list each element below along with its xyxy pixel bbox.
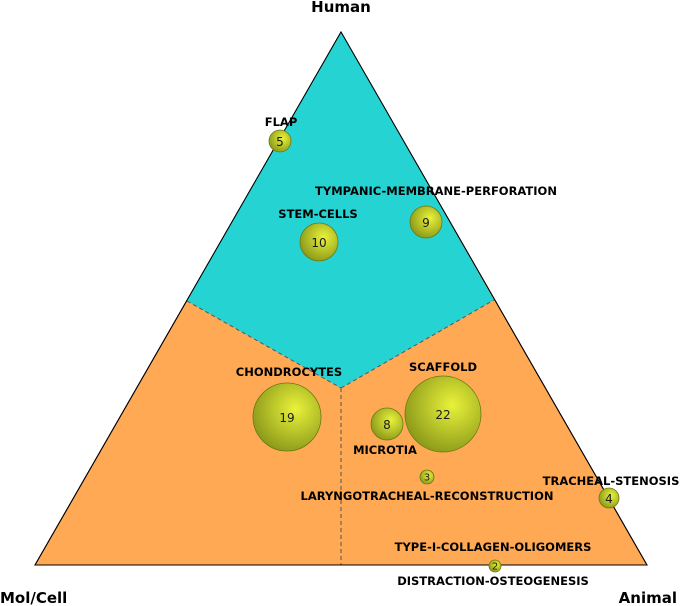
label-tracheal-stenosis: TRACHEAL-STENOSIS bbox=[543, 474, 680, 488]
count-tympanic-membrane-perforation: 9 bbox=[422, 216, 430, 230]
bubble-flap bbox=[268, 129, 292, 153]
corner-label-molcell: Mol/Cell bbox=[0, 589, 67, 606]
term-flap: 5 FLAP bbox=[265, 115, 298, 153]
corner-label-animal: Animal bbox=[619, 589, 677, 606]
bubble-tympanic-membrane-perforation bbox=[409, 205, 443, 239]
label-distraction-osteogenesis: DISTRACTION-OSTEOGENESIS bbox=[397, 574, 589, 588]
bubble-microtia bbox=[370, 407, 404, 441]
count-tracheal-stenosis: 4 bbox=[605, 492, 613, 506]
count-chondrocytes: 19 bbox=[279, 411, 294, 425]
bubble-distraction-osteogenesis bbox=[488, 559, 502, 573]
human-region bbox=[187, 32, 494, 388]
count-flap: 5 bbox=[276, 135, 284, 149]
bubble-chondrocytes bbox=[252, 382, 322, 452]
term-microtia: 8 MICROTIA bbox=[353, 407, 417, 457]
label-microtia: MICROTIA bbox=[353, 443, 417, 457]
term-laryngotracheal-reconstruction: 3 LARYNGOTRACHEAL-RECONSTRUCTION bbox=[301, 469, 554, 503]
bubble-stem-cells bbox=[299, 222, 339, 262]
label-chondrocytes: CHONDROCYTES bbox=[236, 365, 342, 379]
term-distraction-osteogenesis: 2 DISTRACTION-OSTEOGENESIS bbox=[397, 559, 589, 588]
term-chondrocytes: 19 CHONDROCYTES bbox=[236, 365, 342, 452]
label-laryngotracheal-reconstruction: LARYNGOTRACHEAL-RECONSTRUCTION bbox=[301, 489, 554, 503]
term-stem-cells: 10 STEM-CELLS bbox=[278, 207, 358, 262]
label-type-i-collagen-oligomers: TYPE-I-COLLAGEN-OLIGOMERS bbox=[395, 540, 592, 554]
bubble-tracheal-stenosis bbox=[598, 487, 620, 509]
bubble-laryngotracheal-reconstruction bbox=[419, 469, 435, 485]
count-distraction-osteogenesis: 2 bbox=[492, 562, 498, 573]
label-stem-cells: STEM-CELLS bbox=[278, 207, 357, 221]
bubble-scaffold bbox=[404, 375, 482, 453]
count-scaffold: 22 bbox=[435, 408, 450, 422]
term-type-i-collagen-oligomers: TYPE-I-COLLAGEN-OLIGOMERS bbox=[395, 540, 592, 554]
region-boundary-right bbox=[340, 299, 495, 389]
region-boundary-left bbox=[186, 300, 342, 389]
triangle-outline bbox=[34, 30, 648, 566]
term-tympanic-membrane-perforation: 9 TYMPANIC-MEMBRANE-PERFORATION bbox=[315, 184, 557, 239]
label-scaffold: SCAFFOLD bbox=[409, 360, 477, 374]
label-flap: FLAP bbox=[265, 115, 298, 129]
count-microtia: 8 bbox=[383, 418, 391, 432]
term-scaffold: 22 SCAFFOLD bbox=[404, 360, 482, 453]
term-tracheal-stenosis: 4 TRACHEAL-STENOSIS bbox=[543, 474, 680, 509]
count-stem-cells: 10 bbox=[311, 236, 326, 250]
corner-label-human: Human bbox=[311, 0, 371, 16]
count-laryngotracheal-reconstruction: 3 bbox=[424, 473, 430, 484]
label-tympanic-membrane-perforation: TYMPANIC-MEMBRANE-PERFORATION bbox=[315, 184, 557, 198]
